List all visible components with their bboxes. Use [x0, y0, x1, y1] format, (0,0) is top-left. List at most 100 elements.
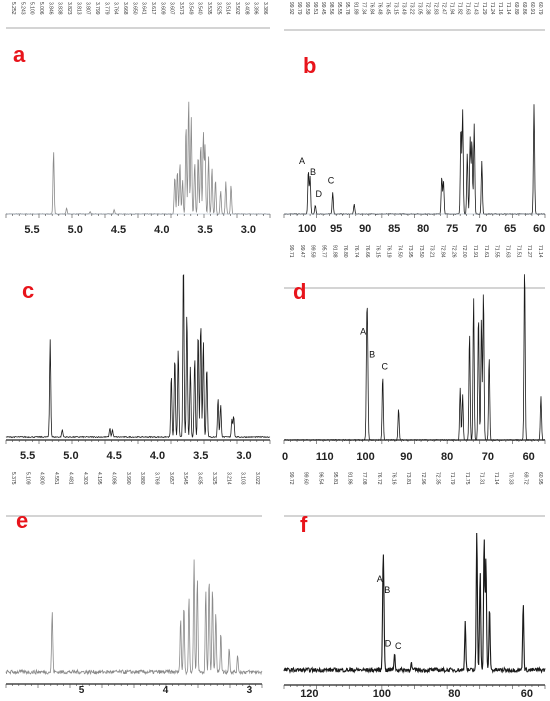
peak-value-label: 60.91	[529, 2, 535, 15]
peak-annotation-D: D	[385, 638, 392, 648]
peak-value-label: 77.34	[360, 2, 366, 15]
tick-label: 75	[446, 223, 458, 235]
tick-label: 4.5	[107, 450, 122, 462]
peak-value-label: 73.49	[400, 2, 406, 15]
peak-annotation-A: A	[299, 156, 305, 166]
peak-value-label: 76.45	[384, 2, 390, 15]
tick-label: 80	[417, 223, 429, 235]
peak-value-label: 95.55	[336, 2, 342, 15]
peak-value-label: 91.89	[352, 2, 358, 15]
peak-value-label: 71.24	[489, 2, 495, 15]
peak-value-label: 3.540	[197, 2, 203, 15]
peak-value-label: 3.525	[215, 2, 221, 15]
peak-value-label: 3.535	[206, 2, 212, 15]
peak-value-label: 72.47	[441, 2, 447, 15]
panel-letter-c: c	[22, 278, 34, 303]
tick-label: 3.0	[236, 450, 251, 462]
peak-value-label: 71.16	[497, 2, 503, 15]
peak-value-label: 71.43	[473, 2, 479, 15]
tick-label: 80	[448, 688, 460, 700]
peak-value-header: 99.71 99.47 99.59 95.77 91.88 76.80 76.74 76.66…	[284, 245, 545, 289]
spectrum-trace	[5, 101, 271, 216]
peak-annotation-A: A	[377, 574, 383, 584]
peak-value-label: 4.481	[67, 472, 73, 485]
peak-value-label: 69.86	[521, 2, 527, 15]
peak-value-label: 99.51	[312, 2, 318, 15]
tick-label: 85	[388, 223, 400, 235]
spectrum-trace	[5, 559, 263, 676]
peak-value-label: 99.59	[310, 245, 316, 258]
peak-value-label: 3.641	[141, 2, 147, 15]
spectrum-trace	[283, 104, 546, 215]
peak-value-label: 99.59	[304, 2, 310, 15]
tick-label: 90	[400, 451, 412, 463]
tick-label: 100	[298, 223, 316, 235]
panel-a: 5.252 5.243 5.100 5.006 3.846 3.838 3.823 3.813…	[5, 2, 271, 236]
spectrum-trace	[283, 274, 546, 442]
peak-value-header: 5.375 5.109 4.800 4.551 4.481 4.303 4.195 4.086…	[6, 472, 262, 517]
peak-value-label: 3.514	[225, 2, 231, 15]
peak-value-label: 76.84	[368, 2, 374, 15]
peak-value-label: 3.769	[154, 472, 160, 485]
peak-annotation-D: D	[316, 189, 323, 199]
peak-value-label: 3.214	[225, 472, 231, 485]
peak-value-label: 76.19	[385, 245, 391, 258]
peak-value-label: 71.94	[449, 2, 455, 15]
peak-value-label: 60.95	[537, 472, 543, 485]
peak-value-label: 3.617	[150, 2, 156, 15]
peak-value-label: 4.800	[39, 472, 45, 485]
peak-value-label: 3.386	[262, 2, 268, 15]
peak-value-label: 4.195	[96, 472, 102, 485]
peak-value-label: 99.92	[288, 2, 294, 15]
peak-value-label: 95.77	[320, 245, 326, 258]
peak-value-label: 3.838	[57, 2, 63, 15]
tick-label: 0	[282, 451, 288, 463]
peak-value-label: 3.807	[85, 2, 91, 15]
peak-value-label: 3.103	[240, 472, 246, 485]
peak-value-label: 71.51	[515, 245, 521, 258]
tick-label: 120	[300, 688, 318, 700]
peak-value-label: 73.05	[417, 2, 423, 15]
tick-label: 70	[482, 451, 494, 463]
peak-value-label: 5.375	[10, 472, 16, 485]
peak-value-label: 3.396	[253, 2, 259, 15]
panel-letter-e: e	[16, 508, 28, 533]
peak-value-label: 3.813	[75, 2, 81, 15]
panel-letter-a: a	[13, 42, 26, 67]
peak-value-label: 98.56	[328, 2, 334, 15]
peak-value-label: 3.502	[234, 2, 240, 15]
peak-value-label: 71.61	[483, 245, 489, 258]
peak-value-label: 3.880	[139, 472, 145, 485]
peak-value-label: 74.50	[396, 245, 402, 258]
panel-c: c 5.5 5.0 4.5 4.0 3.5 3.0	[5, 274, 271, 462]
peak-value-label: 3.779	[103, 2, 109, 15]
peak-value-label: 5.252	[10, 2, 16, 15]
peak-value-label: 99.71	[288, 245, 294, 258]
peak-value-header: 5.252 5.243 5.100 5.006 3.846 3.838 3.823 3.813…	[6, 2, 270, 29]
peak-value-label: 3.545	[182, 472, 188, 485]
tick-label: 4.0	[150, 450, 165, 462]
peak-annotation-C: C	[395, 641, 402, 651]
peak-value-label: 73.50	[418, 245, 424, 258]
tick-label: 70	[475, 223, 487, 235]
peak-value-label: 71.27	[526, 245, 532, 258]
peak-annotation-B: B	[369, 349, 375, 359]
peak-value-label: 72.35	[434, 472, 440, 485]
peak-value-header: 99.72 99.60 96.54 95.81 91.86 77.08 76.72 76.16…	[284, 472, 545, 517]
peak-value-label: 71.14	[493, 472, 499, 485]
panel-b: 99.92 99.79 99.59 99.51 99.45 98.56 95.55 95.78…	[283, 2, 546, 235]
peak-annotation-A: A	[360, 327, 366, 337]
tick-label: 90	[359, 223, 371, 235]
tick-label: 5.0	[68, 224, 83, 236]
tick-label: 3	[247, 685, 253, 696]
tick-label: 60	[523, 451, 535, 463]
tick-label: 80	[441, 451, 453, 463]
peak-annotation-B: B	[384, 585, 390, 595]
tick-label: 4.0	[154, 224, 169, 236]
peak-value-label: 99.60	[303, 472, 309, 485]
peak-value-label: 76.74	[353, 245, 359, 258]
tick-label: 100	[356, 451, 374, 463]
peak-value-label: 3.650	[131, 2, 137, 15]
peak-value-label: 71.75	[464, 472, 470, 485]
